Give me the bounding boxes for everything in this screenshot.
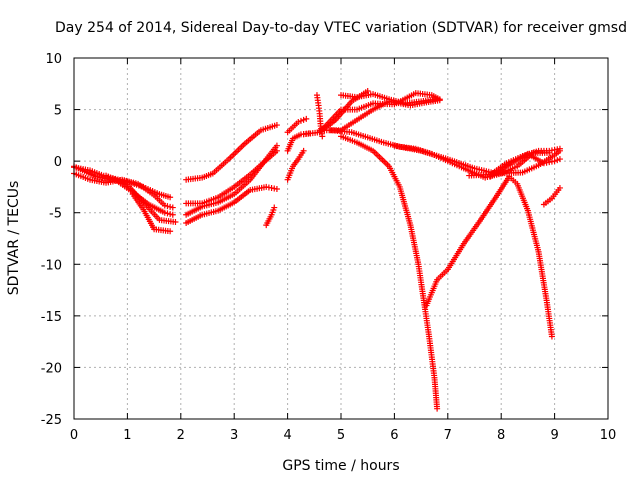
series-arc-y	[540, 184, 563, 208]
data-point	[556, 145, 563, 152]
data-point	[167, 203, 174, 210]
series-arc-f	[183, 122, 280, 183]
x-tick-label: 8	[497, 428, 505, 443]
data-point	[164, 203, 171, 210]
data-point	[297, 117, 304, 124]
y-tick-label: -10	[41, 258, 62, 273]
data-point	[556, 184, 563, 191]
y-tick-label: -15	[41, 310, 62, 325]
data-point	[167, 228, 174, 235]
data-point	[434, 96, 441, 103]
series-arc-k	[284, 147, 307, 183]
data-series	[71, 88, 563, 412]
grid	[74, 58, 608, 419]
data-point	[436, 97, 443, 104]
series-arc-l	[284, 130, 312, 154]
series-arc-d	[103, 172, 179, 225]
series-arc-j	[263, 204, 278, 229]
data-point	[273, 142, 280, 149]
series-arc-e	[129, 191, 174, 235]
x-tick-label: 4	[283, 428, 291, 443]
data-point	[169, 204, 176, 211]
data-point	[554, 157, 561, 164]
y-tick-label: 5	[54, 104, 62, 119]
data-point	[161, 209, 168, 216]
x-tick-label: 5	[337, 428, 345, 443]
x-tick-label: 10	[600, 428, 617, 443]
data-point	[273, 185, 280, 192]
data-point	[551, 158, 558, 165]
series-arc-u	[423, 173, 555, 340]
series-arc-x	[487, 150, 563, 180]
series-arc-h	[183, 142, 280, 218]
data-point	[319, 133, 326, 140]
x-tick-label: 2	[177, 428, 185, 443]
data-point	[548, 333, 555, 340]
data-point	[556, 156, 563, 163]
series-arc-m	[284, 115, 310, 136]
data-point	[164, 210, 171, 217]
x-tick-label: 7	[444, 428, 452, 443]
data-point	[172, 218, 179, 225]
y-tick-label: -25	[41, 413, 62, 428]
data-point	[300, 147, 307, 154]
data-point	[271, 204, 278, 211]
data-point	[273, 122, 280, 129]
series-arc-r	[338, 91, 441, 107]
data-point	[295, 118, 302, 125]
x-tick-label: 3	[230, 428, 238, 443]
y-tick-label: -20	[41, 361, 62, 376]
y-tick-label: 0	[54, 155, 62, 170]
x-tick-label: 0	[70, 428, 78, 443]
series-arc-c	[71, 163, 176, 218]
data-point	[434, 405, 441, 412]
series-arc-t	[338, 133, 441, 412]
series-arc-b	[71, 170, 176, 211]
chart-title: Day 254 of 2014, Sidereal Day-to-day VTE…	[55, 20, 627, 36]
x-tick-label: 6	[390, 428, 398, 443]
y-tick-label: -5	[49, 207, 62, 222]
data-point	[167, 194, 174, 201]
y-tick-label: 10	[45, 52, 62, 67]
data-point	[167, 211, 174, 218]
x-axis-label: GPS time / hours	[282, 458, 399, 474]
data-point	[161, 202, 168, 209]
series-arc-i	[183, 183, 280, 227]
x-tick-label: 9	[550, 428, 558, 443]
data-point	[364, 88, 371, 95]
data-point	[169, 211, 176, 218]
data-point	[300, 116, 307, 123]
data-point	[303, 115, 310, 122]
x-tick-label: 1	[123, 428, 131, 443]
y-axis-label: SDTVAR / TECUs	[6, 181, 22, 296]
axis-ticks: 0 1 2 3 4 5 6 7 8 9 10 10 5 0 -5 -10 -15 -20 -25	[41, 52, 617, 443]
